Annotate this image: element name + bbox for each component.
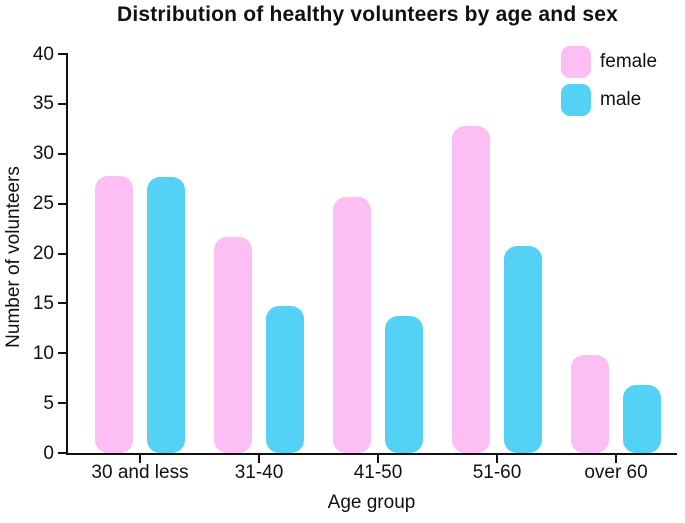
bar-male-51-60: [504, 245, 542, 453]
legend-swatch-female: [561, 46, 591, 78]
legend-item-male: male: [561, 84, 657, 116]
y-tick-label-30: 30: [32, 143, 54, 165]
y-tick-label-10: 10: [32, 342, 54, 364]
x-axis-line: [66, 453, 677, 455]
y-tick-5: [58, 402, 66, 405]
x-category-label-30-and-less: 30 and less: [91, 462, 189, 483]
y-tick-25: [58, 202, 66, 205]
chart-title: Distribution of healthy volunteers by ag…: [116, 3, 619, 26]
y-tick-0: [58, 452, 66, 454]
bar-male-31-40: [266, 306, 304, 453]
x-tick-31-40: [258, 455, 260, 463]
x-category-label-51-60: 51-60: [472, 462, 522, 483]
bar-female-41-50: [333, 196, 371, 453]
x-tick-41-50: [377, 455, 379, 463]
x-axis-label: Age group: [327, 492, 416, 513]
x-tick-51-60: [496, 455, 498, 463]
bar-female-31-40: [214, 236, 252, 453]
bar-female-over-60: [571, 355, 609, 453]
y-tick-40: [58, 53, 66, 55]
x-category-label-41-50: 41-50: [353, 462, 403, 483]
y-tick-label-5: 5: [43, 392, 54, 414]
bar-male-over-60: [623, 385, 661, 453]
y-tick-35: [58, 102, 66, 105]
y-tick-10: [58, 352, 66, 355]
y-tick-15: [58, 302, 66, 305]
bar-male-41-50: [385, 316, 423, 453]
y-axis-line: [66, 53, 68, 455]
y-tick-label-15: 15: [32, 292, 54, 314]
legend-label-female: female: [600, 51, 658, 72]
x-category-label-31-40: 31-40: [234, 462, 284, 483]
x-tick-over-60: [615, 455, 617, 463]
legend-item-female: female: [561, 46, 657, 78]
y-tick-20: [58, 252, 66, 255]
bar-female-51-60: [452, 125, 490, 453]
x-tick-30-and-less: [139, 455, 141, 463]
bar-female-30-and-less: [95, 175, 133, 453]
legend: female male: [561, 46, 657, 122]
x-category-label-over-60: over 60: [584, 462, 648, 483]
y-tick-label-20: 20: [32, 243, 54, 264]
y-tick-label-0: 0: [43, 442, 54, 464]
y-tick-label-25: 25: [32, 193, 54, 215]
legend-label-male: male: [600, 89, 642, 110]
y-tick-30: [58, 152, 66, 155]
y-tick-label-40: 40: [32, 43, 54, 65]
y-tick-label-35: 35: [32, 93, 54, 115]
bar-male-30-and-less: [147, 176, 185, 453]
legend-swatch-male: [561, 84, 591, 116]
